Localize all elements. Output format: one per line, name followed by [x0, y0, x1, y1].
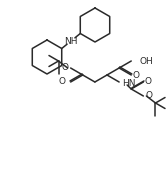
Text: HN: HN [122, 79, 136, 87]
Text: O: O [133, 71, 140, 79]
Text: NH: NH [64, 37, 78, 45]
Text: O: O [145, 77, 152, 87]
Text: O: O [145, 90, 152, 100]
Text: O: O [62, 62, 69, 71]
Text: O: O [59, 77, 66, 87]
Text: OH: OH [139, 56, 153, 66]
